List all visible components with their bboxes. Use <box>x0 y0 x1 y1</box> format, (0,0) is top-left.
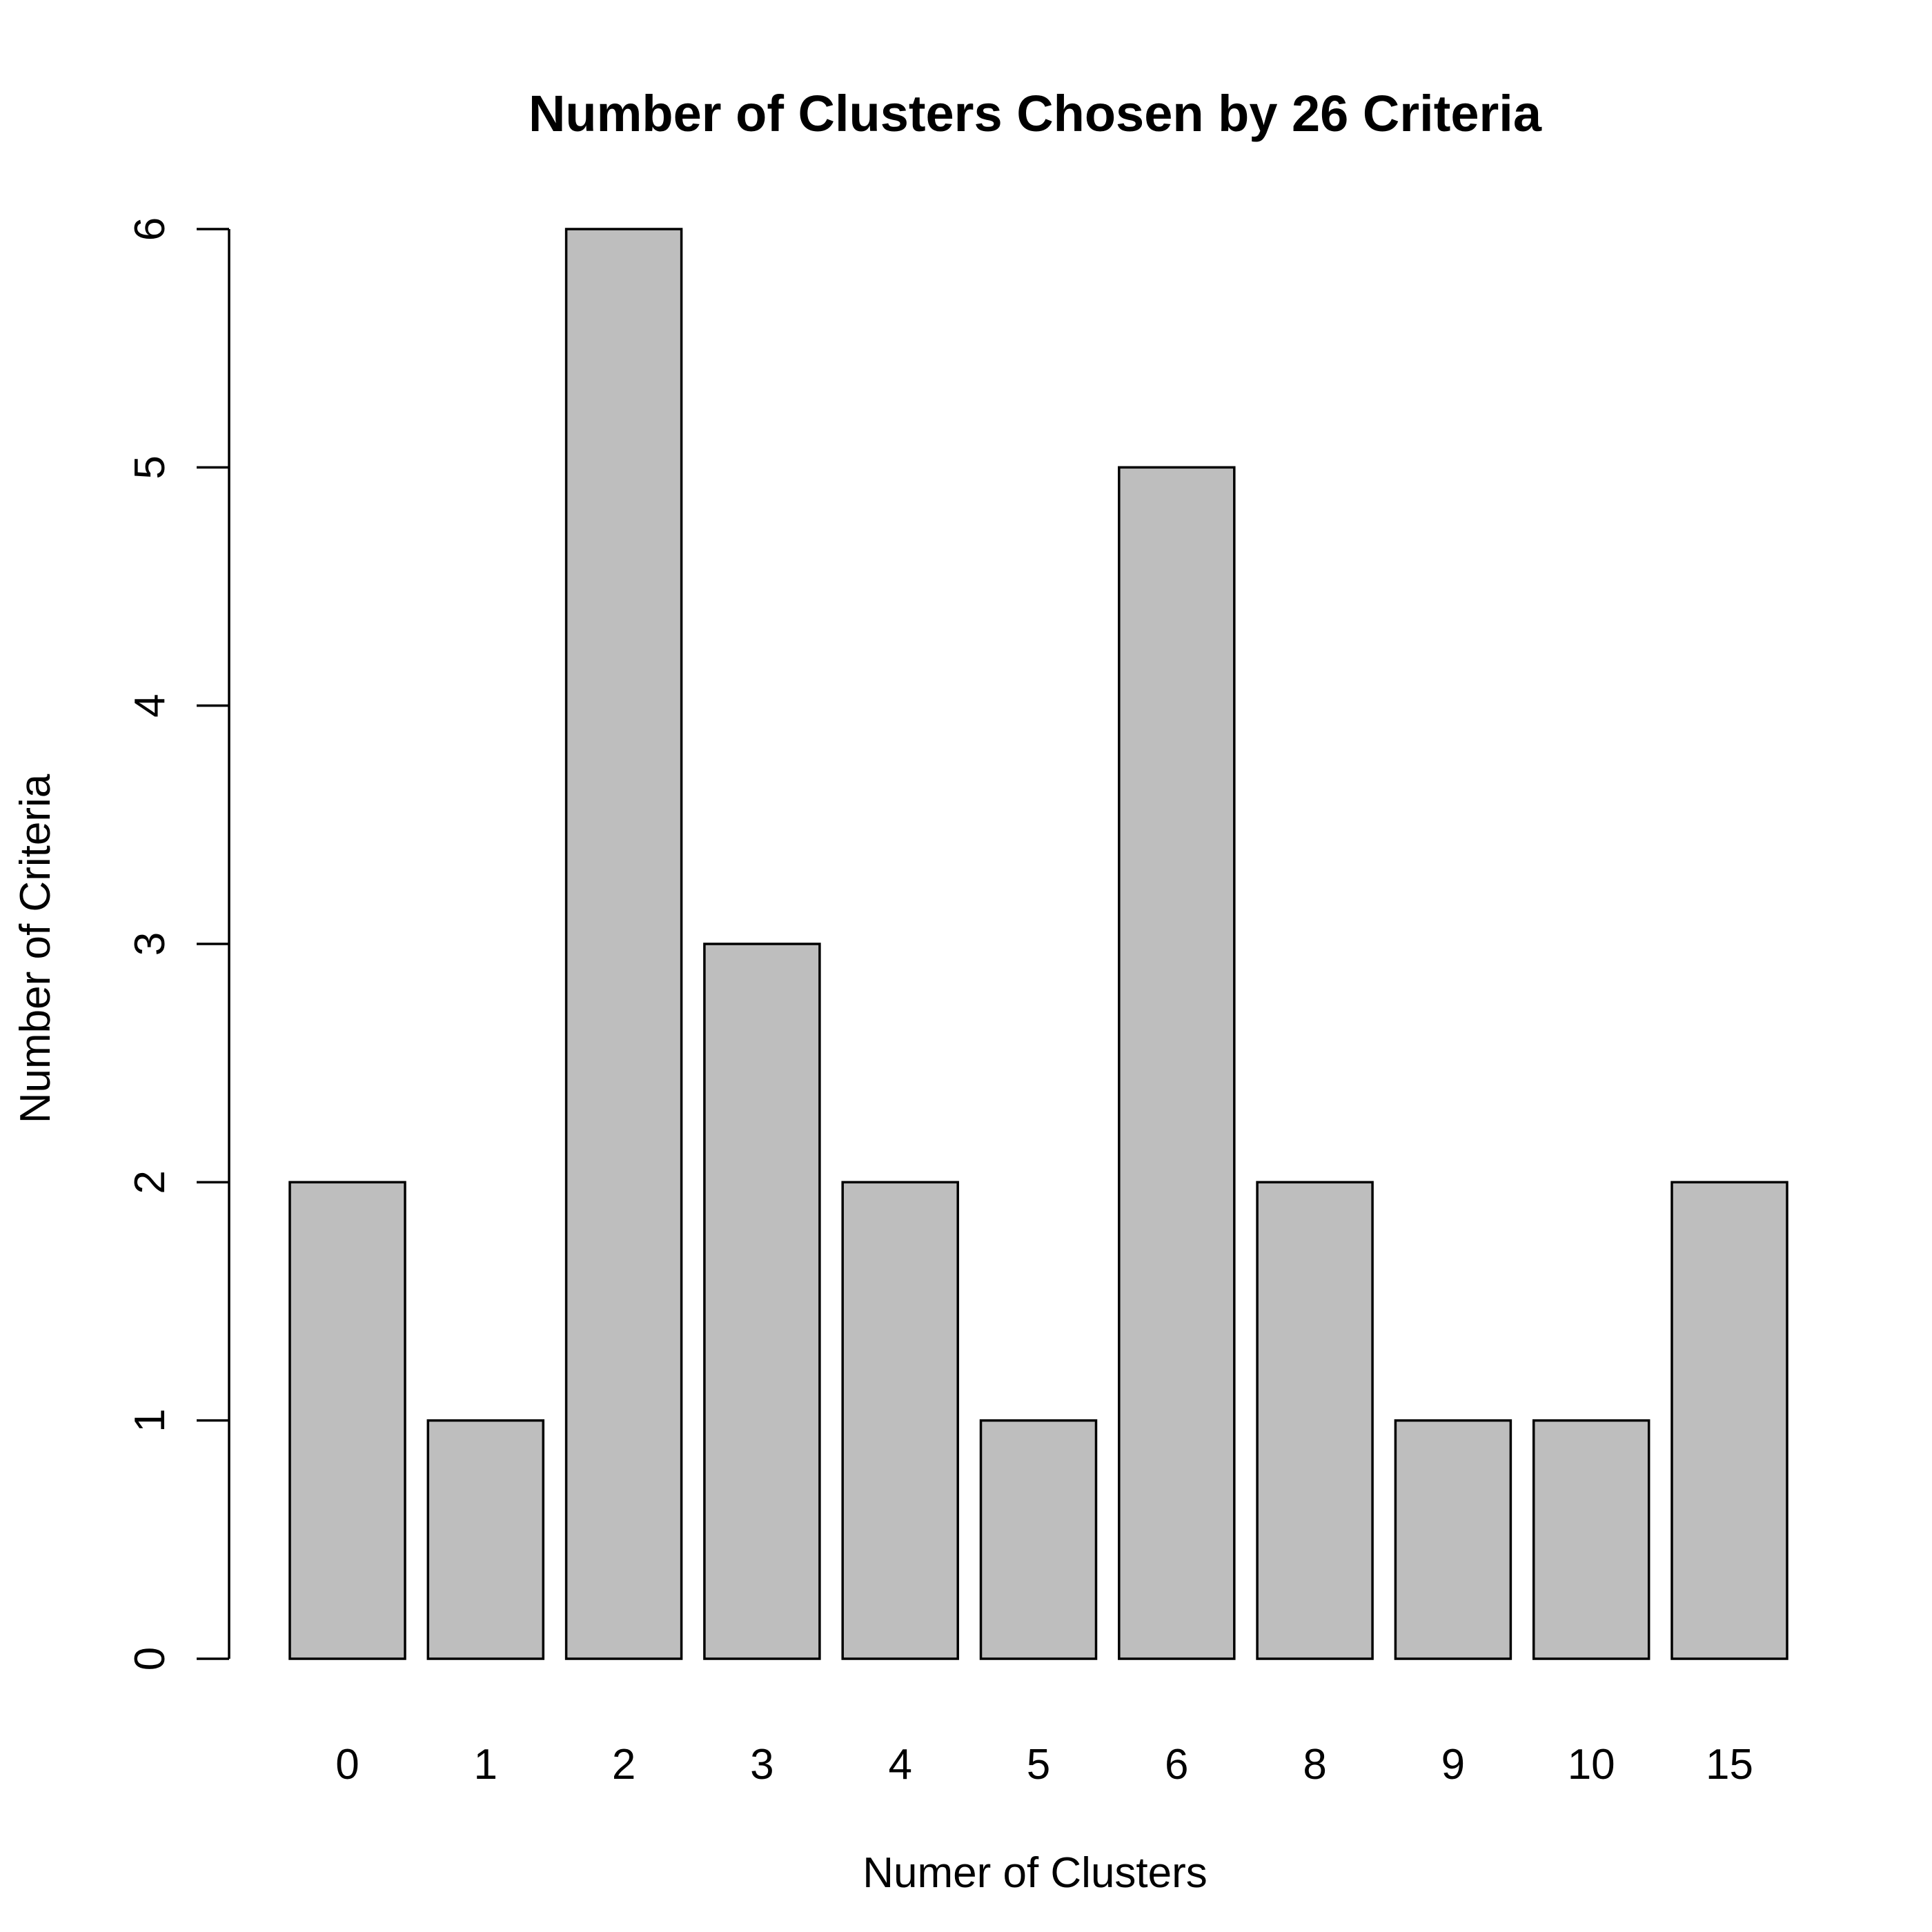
bar-4 <box>841 1181 959 1660</box>
bar-0 <box>288 1181 406 1660</box>
x-tick-label: 10 <box>1568 1741 1615 1788</box>
bar-15 <box>1670 1181 1788 1660</box>
x-tick-label: 2 <box>612 1741 635 1788</box>
bar-1 <box>426 1419 545 1660</box>
y-tick-label: 4 <box>126 693 174 717</box>
x-tick-label: 0 <box>335 1741 359 1788</box>
bar-3 <box>703 943 821 1660</box>
x-tick-label: 1 <box>474 1741 497 1788</box>
bars <box>288 228 1788 1660</box>
y-tick-label: 2 <box>126 1170 174 1194</box>
bar-2 <box>564 228 683 1660</box>
y-tick-label: 5 <box>126 455 174 479</box>
chart-title: Number of Clusters Chosen by 26 Criteria <box>529 85 1542 142</box>
bar-8 <box>1256 1181 1374 1660</box>
x-tick-labels: 0 1 2 3 4 5 6 8 9 10 15 <box>335 1741 1753 1788</box>
y-axis-label: Number of Criteria <box>12 773 59 1123</box>
bar-6 <box>1118 466 1236 1660</box>
y-axis: 0 1 2 3 4 5 6 <box>126 217 230 1670</box>
x-axis-label: Numer of Clusters <box>862 1849 1208 1897</box>
x-tick-label: 8 <box>1303 1741 1326 1788</box>
x-tick-label: 4 <box>888 1741 911 1788</box>
y-tick-label: 0 <box>126 1647 174 1670</box>
x-tick-label: 9 <box>1441 1741 1465 1788</box>
bar-10 <box>1532 1419 1650 1660</box>
x-tick-label: 6 <box>1165 1741 1188 1788</box>
x-tick-label: 15 <box>1706 1741 1753 1788</box>
x-tick-label: 5 <box>1027 1741 1050 1788</box>
x-tick-label: 3 <box>750 1741 773 1788</box>
y-tick-label: 3 <box>126 932 174 956</box>
bar-5 <box>979 1419 1098 1660</box>
y-tick-label: 6 <box>126 217 174 241</box>
bar-9 <box>1394 1419 1512 1660</box>
y-tick-label: 1 <box>126 1408 174 1432</box>
